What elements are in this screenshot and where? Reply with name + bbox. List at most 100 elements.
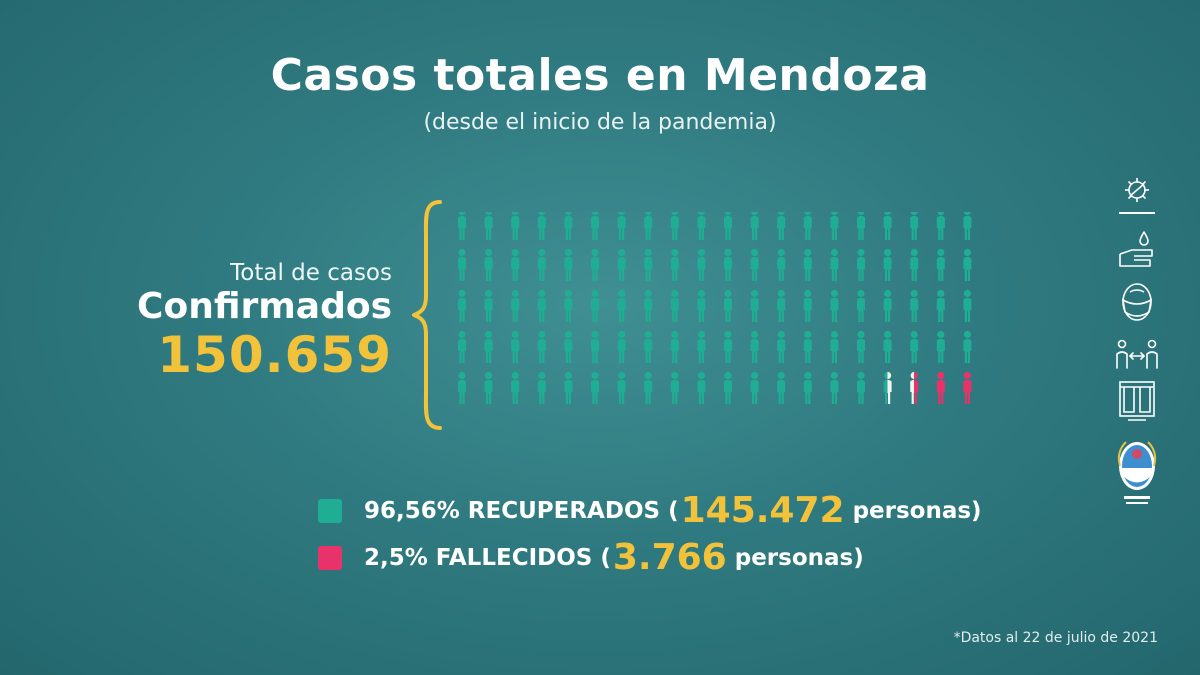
page-title: Casos totales en Mendoza [270,50,930,101]
person-icon [777,289,786,322]
person-icon [617,289,626,322]
person-icon [777,248,786,281]
person-icon [484,248,493,281]
person-icon [511,212,520,240]
person-icon [883,212,892,240]
person-icon [803,212,812,240]
virus-icon [1119,178,1155,214]
person-icon [537,248,546,281]
person-icon [883,330,892,363]
person-icon [458,212,466,240]
person-icon [936,248,945,281]
window-ventilation-icon [1119,381,1155,421]
person-icon [803,289,812,322]
person-icon [484,289,493,322]
person-icon [857,330,865,363]
person-icon [617,330,626,363]
person-icon [511,371,520,404]
person-icon [591,289,599,322]
person-icon [564,330,573,363]
person-icon [910,371,919,404]
person-icon [484,330,493,363]
person-icon [697,330,706,363]
person-icon [910,212,919,240]
total-count: 150.659 [157,326,392,384]
legend-deceased: 2,5% FALLECIDOS ( 3.766 personas) [318,537,864,578]
person-icon [830,248,839,281]
person-icon [883,371,892,404]
person-icon [591,212,599,240]
person-icon [803,248,812,281]
person-icon [537,371,546,404]
person-icon [857,248,865,281]
person-icon [963,371,972,404]
person-icon [724,330,732,363]
person-icon [644,330,653,363]
person-icon [644,371,653,404]
person-icon [724,371,732,404]
bracket-icon [412,200,442,430]
person-icon [750,248,759,281]
person-icon [724,212,732,240]
person-icon [936,371,945,404]
person-icon [458,289,466,322]
hand-wash-icon [1119,231,1153,267]
legend-deceased-suffix: personas) [734,544,864,571]
person-icon [537,212,546,240]
legend-deceased-count: 3.766 [612,537,727,578]
person-icon [537,289,546,322]
person-icon [777,330,786,363]
person-icon [644,212,653,240]
person-icon [883,289,892,322]
person-icon [564,289,573,322]
person-icon [936,289,945,322]
person-icon [644,289,653,322]
person-icon [617,371,626,404]
person-icon [857,371,865,404]
person-icon [564,248,573,281]
person-icon [936,330,945,363]
legend-recovered-suffix: personas) [852,497,982,524]
person-icon [777,212,786,240]
person-icon [697,289,706,322]
person-icon [803,371,812,404]
person-icon [724,289,732,322]
person-icon [670,289,679,322]
person-icon [750,212,759,240]
person-icon [936,212,945,240]
person-icon [963,330,972,363]
person-icon [963,248,972,281]
person-icon [750,289,759,322]
person-icon [484,371,493,404]
face-mask-icon [1121,283,1153,321]
person-icon [910,330,919,363]
person-icon [697,248,706,281]
person-icon [511,289,520,322]
person-icon [670,371,679,404]
person-icon [857,212,865,240]
person-icon [670,330,679,363]
sidebar-icons [1112,168,1162,514]
person-icon [484,212,493,240]
person-icon [750,330,759,363]
mendoza-shield-logo [1117,441,1157,504]
person-icon [910,289,919,322]
person-icon [511,248,520,281]
person-icon [564,371,573,404]
legend-deceased-label: 2,5% FALLECIDOS ( [364,544,611,571]
footnote: *Datos al 22 de julio de 2021 [953,630,1158,646]
person-icon [883,248,892,281]
pictogram-grid [458,212,972,404]
person-icon [830,212,839,240]
person-icon [963,289,972,322]
legend-recovered-label: 96,56% RECUPERADOS ( [364,497,679,524]
person-icon [591,371,599,404]
person-icon [458,371,466,404]
person-icon [591,330,599,363]
total-label-small: Total de casos [230,260,392,286]
person-icon [617,248,626,281]
person-icon [803,330,812,363]
person-icon [670,212,679,240]
person-icon [458,330,466,363]
person-icon [458,248,466,281]
